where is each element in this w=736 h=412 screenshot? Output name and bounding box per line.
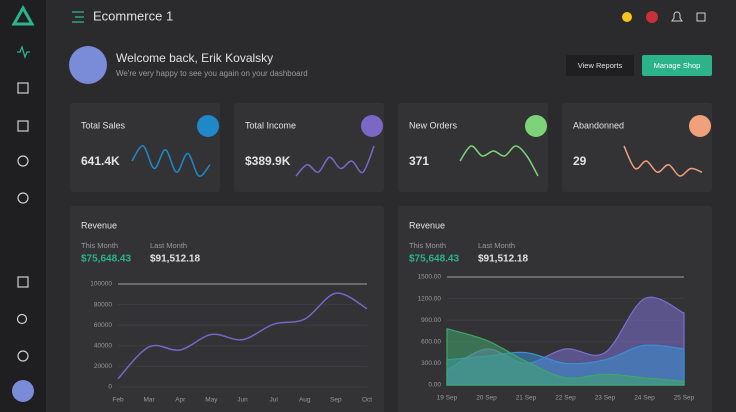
nav-icon[interactable] xyxy=(17,192,29,204)
y-tick-label: 100000 xyxy=(90,281,112,288)
x-tick-label: 19 Sep xyxy=(437,395,458,402)
sparkline xyxy=(131,145,211,177)
welcome-title: Welcome back, Erik Kovalsky xyxy=(116,51,273,65)
stat-label: Total Sales xyxy=(81,120,126,130)
y-tick-label: 80000 xyxy=(94,301,112,308)
x-tick-label: 25 Sep xyxy=(674,395,695,402)
y-tick-label: 0.00 xyxy=(428,382,441,389)
y-tick-label: 1500.00 xyxy=(418,274,442,281)
nav-icon[interactable] xyxy=(17,350,29,362)
user-avatar[interactable] xyxy=(12,380,34,402)
apps-menu[interactable] xyxy=(696,12,706,22)
view-reports-button[interactable] xyxy=(566,55,634,76)
panel-title: Revenue xyxy=(409,220,445,230)
x-tick-label: Apr xyxy=(175,397,186,404)
stat-icon xyxy=(689,115,711,137)
welcome-avatar xyxy=(69,46,107,84)
sidebar xyxy=(0,0,46,412)
stat-value: $389.9K xyxy=(245,154,291,168)
this-month-value: $75,648.43 xyxy=(81,254,131,265)
y-tick-label: 0 xyxy=(108,384,112,391)
sparkline xyxy=(459,145,539,177)
nav-icon[interactable] xyxy=(17,82,29,94)
x-tick-label: Oct xyxy=(362,397,372,404)
stat-icon xyxy=(525,115,547,137)
y-tick-label: 300.00 xyxy=(421,360,441,367)
x-tick-label: 22 Sep xyxy=(555,395,576,402)
stat-value: 29 xyxy=(573,154,587,168)
x-tick-label: Sep xyxy=(330,397,342,404)
x-tick-label: Feb xyxy=(112,397,124,404)
sparkline xyxy=(295,145,375,177)
language-flag[interactable] xyxy=(646,11,658,23)
button-label[interactable]: View Reports xyxy=(578,61,623,70)
last-month-value: $91,512.18 xyxy=(478,254,528,265)
y-tick-label: 20000 xyxy=(94,363,112,370)
y-tick-label: 60000 xyxy=(94,322,112,329)
x-tick-label: Aug xyxy=(299,397,311,404)
notifications[interactable] xyxy=(671,11,683,22)
x-tick-label: Jun xyxy=(237,397,248,404)
sparkline xyxy=(623,145,703,177)
logo[interactable] xyxy=(11,4,35,26)
revenue-card xyxy=(70,206,384,412)
panel-title: Revenue xyxy=(81,220,117,230)
revenue-line xyxy=(117,292,368,380)
x-tick-label: 20 Sep xyxy=(476,395,497,402)
nav-icon[interactable] xyxy=(17,45,30,59)
last-month-label: Last Month xyxy=(150,241,187,250)
y-tick-label: 900.00 xyxy=(421,317,441,324)
stat-card xyxy=(562,103,712,192)
stat-label: Abandonned xyxy=(573,120,624,130)
x-tick-label: 23 Sep xyxy=(595,395,616,402)
last-month-label: Last Month xyxy=(478,241,515,250)
x-tick-label: May xyxy=(205,397,218,404)
stat-icon xyxy=(197,115,219,137)
stat-label: New Orders xyxy=(409,120,458,130)
stat-icon xyxy=(361,115,383,137)
x-tick-label: 24 Sep xyxy=(634,395,655,402)
y-tick-label: 1200.00 xyxy=(418,295,442,302)
last-month-value: $91,512.18 xyxy=(150,254,200,265)
x-tick-label: 21 Sep xyxy=(516,395,537,402)
x-tick-label: Mar xyxy=(144,397,156,404)
stat-value: 371 xyxy=(409,154,429,168)
stat-label: Total Income xyxy=(245,120,296,130)
button-label[interactable]: Manage Shop xyxy=(654,61,701,70)
manage-shop-button[interactable] xyxy=(642,55,712,76)
y-tick-label: 600.00 xyxy=(421,339,441,346)
revenue-area xyxy=(446,328,685,386)
this-month-label: This Month xyxy=(81,241,118,250)
theme-toggle[interactable] xyxy=(622,12,632,22)
stat-card xyxy=(398,103,548,192)
x-tick-label: Jul xyxy=(269,397,278,404)
stat-card xyxy=(234,103,384,192)
nav-icon[interactable] xyxy=(16,313,28,325)
nav-icon[interactable] xyxy=(17,276,29,288)
this-month-value: $75,648.43 xyxy=(409,254,459,265)
nav-icon[interactable] xyxy=(17,120,29,132)
y-tick-label: 40000 xyxy=(94,343,112,350)
stat-value: 641.4K xyxy=(81,154,120,168)
this-month-label: This Month xyxy=(409,241,446,250)
nav-icon[interactable] xyxy=(17,155,29,167)
app-title: Ecommerce 1 xyxy=(93,8,173,23)
welcome-subtitle: We're very happy to see you again on you… xyxy=(116,69,308,78)
